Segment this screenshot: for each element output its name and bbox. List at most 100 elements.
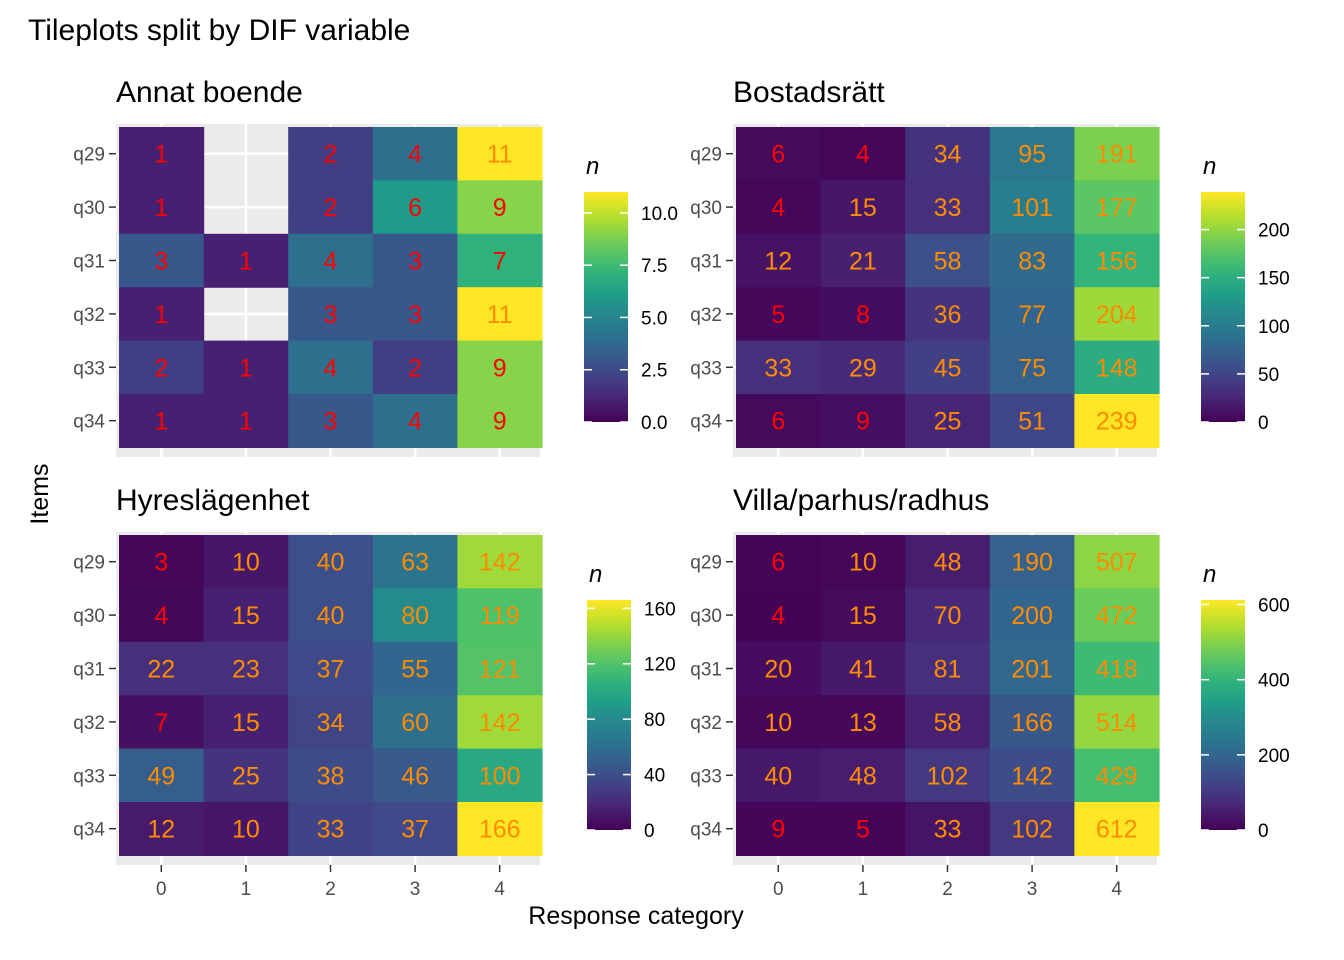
heatmap-tile: [457, 802, 543, 856]
heatmap-tile: [1074, 287, 1160, 342]
heatmap-tile: [1074, 588, 1160, 643]
heatmap-tile: [119, 127, 205, 181]
tile-label: 200: [1011, 602, 1053, 630]
heatmap-tile: [736, 535, 822, 589]
tile-label: 20: [764, 656, 792, 684]
x-tick-label: 4: [494, 879, 505, 900]
x-tick-label: 2: [942, 879, 953, 900]
tile-label: 142: [479, 709, 521, 737]
y-axis-label: Items: [26, 463, 54, 524]
tile-label: 70: [934, 602, 962, 630]
colorbar-tick-label: 10.0: [641, 204, 678, 225]
tile-label: 81: [934, 656, 962, 684]
heatmap-tile: [372, 127, 458, 181]
tile-label: 80: [401, 602, 429, 630]
heatmap-tile: [1074, 233, 1160, 288]
heatmap-tile: [457, 748, 543, 803]
heatmap-tile: [457, 641, 543, 696]
y-tick-label: q32: [73, 713, 105, 734]
heatmap-tile: [820, 588, 906, 643]
tile-label: 1: [154, 141, 168, 169]
heatmap-tile: [288, 394, 374, 448]
tile-label: 60: [401, 709, 429, 737]
tile-label: 1: [154, 408, 168, 436]
tile-label: 190: [1011, 549, 1053, 577]
tile-label: 41: [849, 656, 877, 684]
tile-label: 102: [927, 762, 969, 790]
colorbar-tick-label: 50: [1258, 365, 1279, 386]
tile-label: 34: [934, 141, 962, 169]
heatmap-tile: [905, 394, 991, 448]
heatmap-tile: [989, 802, 1075, 856]
heatmap-tile: [905, 748, 991, 803]
heatmap-tile: [1074, 535, 1160, 589]
tile-label: 4: [324, 354, 338, 382]
heatmap-tile: [119, 180, 205, 235]
heatmap-tile: [736, 641, 822, 696]
tile-label: 29: [849, 354, 877, 382]
tile-label: 119: [480, 602, 520, 630]
colorbar-legend: n 0 50 100 150 200: [1201, 153, 1290, 434]
heatmap-tile: [989, 340, 1075, 395]
colorbar-tick-label: 600: [1258, 596, 1290, 617]
tile-label: 36: [934, 301, 962, 329]
heatmap-tile: [119, 641, 205, 696]
heatmap-tile: [905, 127, 991, 181]
heatmap-tile: [989, 233, 1075, 288]
colorbar: [584, 192, 628, 422]
heatmap-tile: [203, 588, 289, 643]
heatmap-tile: [203, 233, 289, 288]
tile-label: 7: [493, 248, 507, 276]
colorbar: [1201, 600, 1245, 830]
y-tick-label: q31: [690, 252, 722, 273]
heatmap-tile: [820, 340, 906, 395]
y-tick-label: q29: [73, 145, 105, 166]
heatmap-tile: [119, 233, 205, 288]
heatmap-tile: [820, 233, 906, 288]
heatmap-tile: [457, 394, 543, 448]
colorbar: [1201, 192, 1245, 422]
colorbar-tick-label: 0.0: [641, 413, 667, 434]
heatmap-tile: [1074, 394, 1160, 448]
heatmap-tile: [372, 748, 458, 803]
heatmap-tile: [288, 287, 374, 342]
facet-title: Villa/parhus/radhus: [733, 484, 989, 517]
tile-label: 2: [324, 141, 338, 169]
heatmap-tile: [457, 535, 543, 589]
tile-label: 204: [1096, 301, 1138, 329]
tile-label: 7: [154, 709, 168, 737]
tile-label: 10: [232, 816, 260, 844]
figure-title: Tileplots split by DIF variable: [28, 14, 410, 47]
heatmap-tile: [820, 695, 906, 750]
y-tick-label: q29: [690, 145, 722, 166]
tile-label: 2: [324, 194, 338, 222]
tile-label: 58: [934, 248, 962, 276]
tile-label: 48: [934, 549, 962, 577]
colorbar-tick-label: 160: [644, 599, 676, 620]
tile-label: 3: [408, 301, 422, 329]
tile-label: 9: [493, 194, 507, 222]
heatmap-tile: [119, 695, 205, 750]
heatmap-tile: [119, 394, 205, 448]
heatmap-tile: [119, 748, 205, 803]
heatmap-tile: [457, 695, 543, 750]
heatmap-tile: [905, 535, 991, 589]
tile-label: 4: [856, 141, 870, 169]
heatmap-tile: [1074, 802, 1160, 856]
tile-label: 472: [1096, 602, 1138, 630]
heatmap-tile: [1074, 180, 1160, 235]
tile-label: 40: [317, 549, 345, 577]
y-tick-label: q33: [690, 358, 722, 379]
heatmap-tile: [288, 340, 374, 395]
heatmap-tile: [905, 588, 991, 643]
heatmap-tile: [372, 394, 458, 448]
tile-label: 37: [317, 656, 345, 684]
heatmap-tile: [372, 802, 458, 856]
heatmap-tile: [989, 287, 1075, 342]
tile-label: 75: [1018, 354, 1046, 382]
heatmap-tile: [203, 535, 289, 589]
